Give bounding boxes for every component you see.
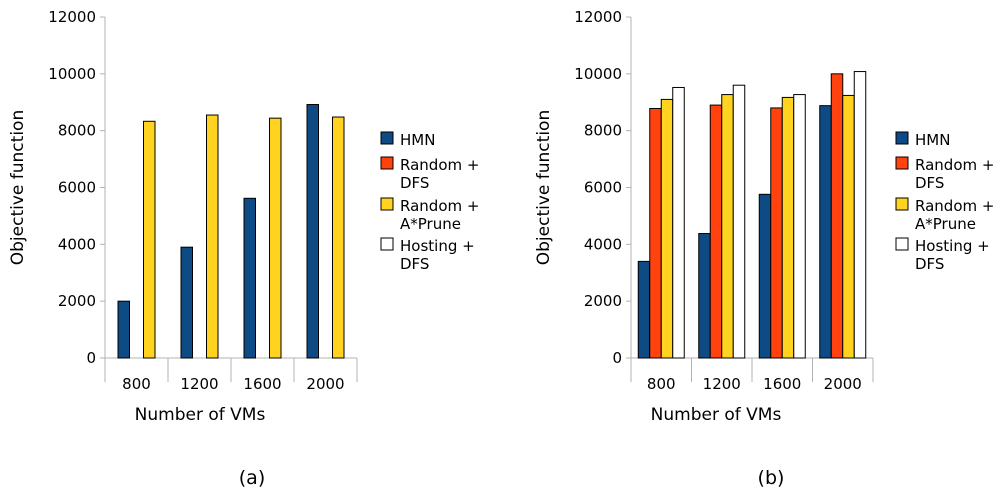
y-tick-label: 10000 <box>48 65 96 83</box>
y-tick-label: 8000 <box>584 122 622 140</box>
legend-swatch <box>380 156 394 170</box>
y-tick-label: 4000 <box>584 235 622 253</box>
bar <box>698 233 711 359</box>
legend-label: Random + <box>400 197 479 215</box>
x-tick-label: 1200 <box>180 375 218 393</box>
bar <box>269 117 282 359</box>
legend-swatch <box>895 197 909 211</box>
x-axis-title: Number of VMs <box>651 405 782 425</box>
bar <box>842 94 855 359</box>
legend-swatch <box>895 156 909 170</box>
legend-label: Random + <box>915 197 994 215</box>
bar <box>853 71 867 359</box>
bar <box>781 96 795 359</box>
bar <box>332 116 345 359</box>
y-tick-label: 2000 <box>58 292 96 310</box>
bar <box>732 84 746 359</box>
bar <box>143 120 156 359</box>
x-tick-label: 800 <box>647 375 676 393</box>
legend-label: A*Prune <box>915 215 976 233</box>
legend-label: Random + <box>400 156 479 174</box>
bar <box>660 98 674 359</box>
legend-label: A*Prune <box>400 215 461 233</box>
y-tick-label: 6000 <box>58 179 96 197</box>
bar <box>637 260 651 359</box>
legend-swatch <box>380 197 394 211</box>
bar <box>180 246 193 359</box>
x-tick-label: 1600 <box>243 375 281 393</box>
legend-label: HMN <box>915 131 950 149</box>
bar <box>243 197 256 359</box>
bar <box>830 73 844 359</box>
bar <box>758 193 772 359</box>
legend-label: DFS <box>915 174 944 192</box>
legend-label: DFS <box>400 174 429 192</box>
legend-label: HMN <box>400 131 435 149</box>
x-tick-label: 2000 <box>306 375 344 393</box>
bar <box>649 108 662 359</box>
bar <box>819 105 832 359</box>
legend-label: Random + <box>915 156 994 174</box>
bar <box>306 104 319 359</box>
legend-swatch <box>895 237 909 251</box>
chart-a: 0 2000 4000 6000 8000 10000 12000 800 1200 1600 20… <box>8 8 479 489</box>
legend-swatch <box>380 237 394 251</box>
bar <box>721 94 734 359</box>
y-tick-label: 10000 <box>574 65 622 83</box>
y-tick-label: 4000 <box>58 235 96 253</box>
bar <box>672 86 685 359</box>
legend-label: Hosting + <box>400 237 475 255</box>
legend-swatch <box>380 131 394 145</box>
y-tick-label: 12000 <box>574 8 622 26</box>
y-tick-label: 8000 <box>58 122 96 140</box>
x-tick-label: 2000 <box>824 375 862 393</box>
x-tick-label: 1200 <box>703 375 741 393</box>
bar <box>206 114 219 359</box>
y-tick-label: 0 <box>612 349 622 367</box>
y-tick-label: 12000 <box>48 8 96 26</box>
y-axis-title: Objective function <box>8 110 28 265</box>
bar <box>770 107 783 359</box>
bar <box>793 94 806 359</box>
bar <box>117 300 130 359</box>
legend-swatch <box>895 131 909 145</box>
figure-caption: (a) <box>239 467 265 489</box>
x-axis-title: Number of VMs <box>135 405 266 425</box>
y-tick-label: 6000 <box>584 179 622 197</box>
y-axis-title: Objective function <box>534 110 554 265</box>
x-tick-label: 1600 <box>763 375 801 393</box>
y-tick-label: 2000 <box>584 292 622 310</box>
y-tick-label: 0 <box>86 349 96 367</box>
x-tick-label: 800 <box>122 375 151 393</box>
legend-label: Hosting + <box>915 237 990 255</box>
legend-label: DFS <box>915 255 944 273</box>
figure-caption: (b) <box>758 467 785 489</box>
bar <box>709 104 723 359</box>
legend-label: DFS <box>400 255 429 273</box>
chart-b: 0 2000 4000 6000 8000 10000 12000 800 1200 1600 20… <box>534 8 994 489</box>
